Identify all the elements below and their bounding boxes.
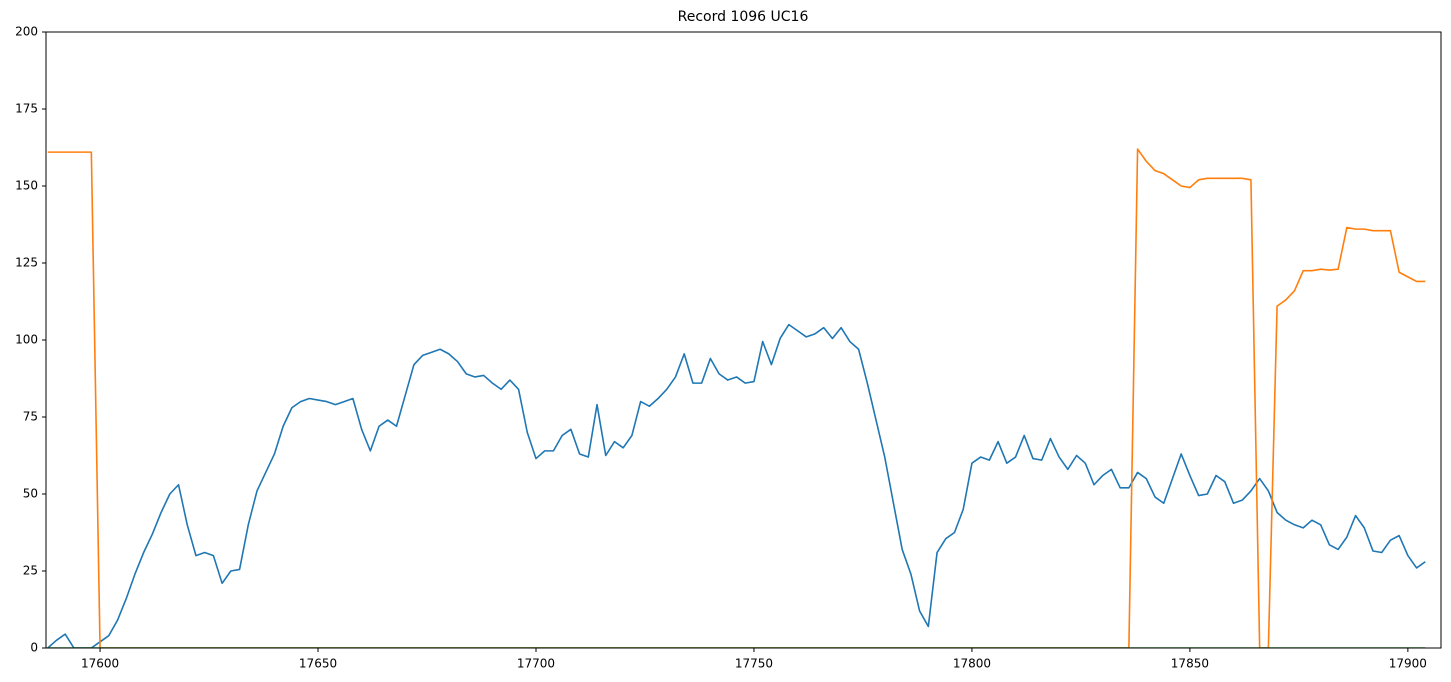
- x-tick-label: 17900: [1389, 657, 1427, 671]
- plot-area: [47, 148, 1426, 648]
- x-tick-label: 17700: [517, 657, 555, 671]
- y-tick-label: 25: [23, 564, 38, 578]
- series-line: [47, 323, 1426, 648]
- y-tick-label: 175: [15, 102, 38, 116]
- y-tick-label: 150: [15, 179, 38, 193]
- series-line: [47, 148, 1426, 648]
- y-tick-label: 100: [15, 333, 38, 347]
- y-tick-label: 125: [15, 256, 38, 270]
- x-tick-label: 17600: [81, 657, 119, 671]
- y-tick-label: 75: [23, 410, 38, 424]
- x-tick-label: 17850: [1171, 657, 1209, 671]
- chart-title: Record 1096 UC16: [678, 9, 809, 25]
- y-tick-label: 0: [30, 641, 38, 655]
- x-tick-label: 17800: [953, 657, 991, 671]
- y-tick-label: 50: [23, 487, 38, 501]
- y-tick-label: 200: [15, 25, 38, 39]
- x-tick-label: 17650: [299, 657, 337, 671]
- x-tick-label: 17750: [735, 657, 773, 671]
